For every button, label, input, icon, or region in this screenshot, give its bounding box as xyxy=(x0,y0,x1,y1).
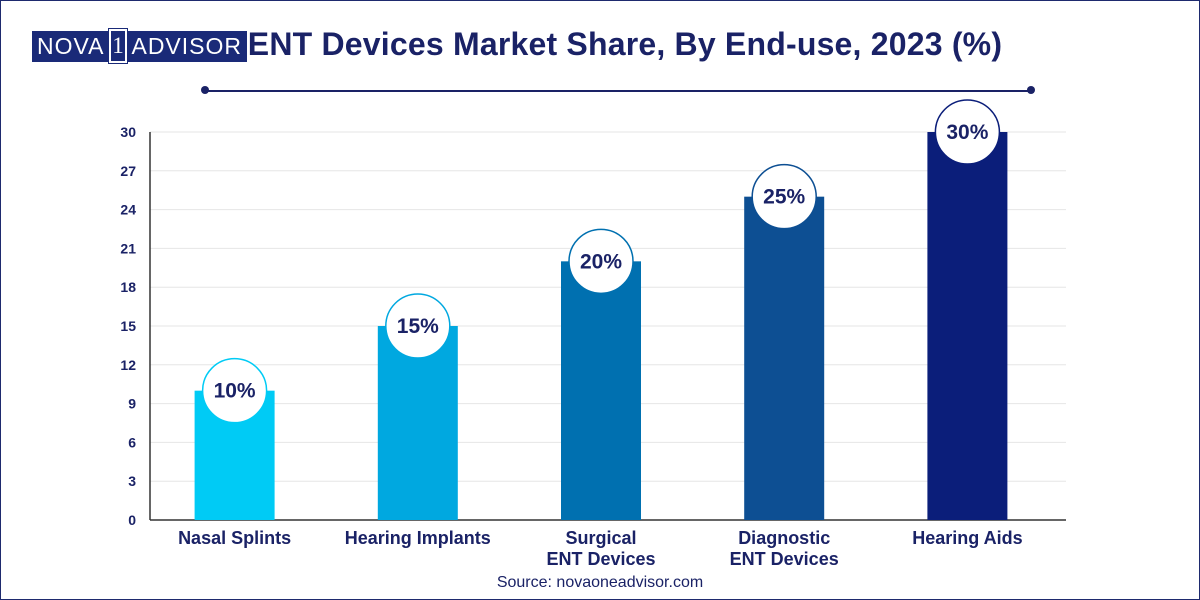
data-label-circle xyxy=(201,357,268,424)
data-label-circle xyxy=(568,228,634,295)
logo-text-advisor: ADVISOR xyxy=(128,30,248,62)
title-underline-dot-right xyxy=(1027,86,1035,94)
x-tick-label: Nasal Splints xyxy=(178,528,291,548)
bar xyxy=(561,261,641,520)
y-tick-label: 30 xyxy=(120,124,136,140)
data-label: 25% xyxy=(763,186,805,209)
data-label: 10% xyxy=(214,380,256,403)
x-tick-label: Hearing Aids xyxy=(912,528,1022,548)
x-tick-label: ENT Devices xyxy=(546,549,655,569)
brand-logo: NOVA 1 ADVISOR xyxy=(32,28,248,64)
x-tick-label: Diagnostic xyxy=(738,528,830,548)
logo-text-nova: NOVA xyxy=(32,30,109,62)
bar xyxy=(744,196,825,520)
x-tick-label: ENT Devices xyxy=(730,549,839,569)
y-tick-label: 9 xyxy=(128,396,136,412)
logo-text-one: 1 xyxy=(108,28,129,64)
y-tick-label: 27 xyxy=(120,163,136,179)
data-label: 30% xyxy=(946,121,988,144)
data-label-circle xyxy=(385,293,451,359)
data-label: 20% xyxy=(580,250,622,273)
y-tick-label: 0 xyxy=(128,512,136,528)
y-tick-label: 21 xyxy=(120,240,136,256)
x-tick-label: Hearing Implants xyxy=(345,528,491,548)
y-tick-label: 24 xyxy=(120,202,136,218)
title-underline xyxy=(205,90,1031,92)
source-note: Source: novaoneadvisor.com xyxy=(496,574,704,591)
y-tick-label: 18 xyxy=(120,279,136,295)
bar xyxy=(927,132,1008,520)
data-label-circle xyxy=(934,99,1001,165)
data-label-circle xyxy=(751,163,817,230)
y-tick-label: 3 xyxy=(128,473,136,489)
x-tick-label: Surgical xyxy=(565,528,636,548)
y-tick-label: 12 xyxy=(120,357,136,373)
title-underline-dot-left xyxy=(201,86,209,94)
chart-title: ENT Devices Market Share, By End-use, 20… xyxy=(247,26,1003,62)
y-tick-label: 15 xyxy=(120,318,136,334)
y-tick-label: 6 xyxy=(128,434,136,450)
data-label: 15% xyxy=(397,315,439,338)
